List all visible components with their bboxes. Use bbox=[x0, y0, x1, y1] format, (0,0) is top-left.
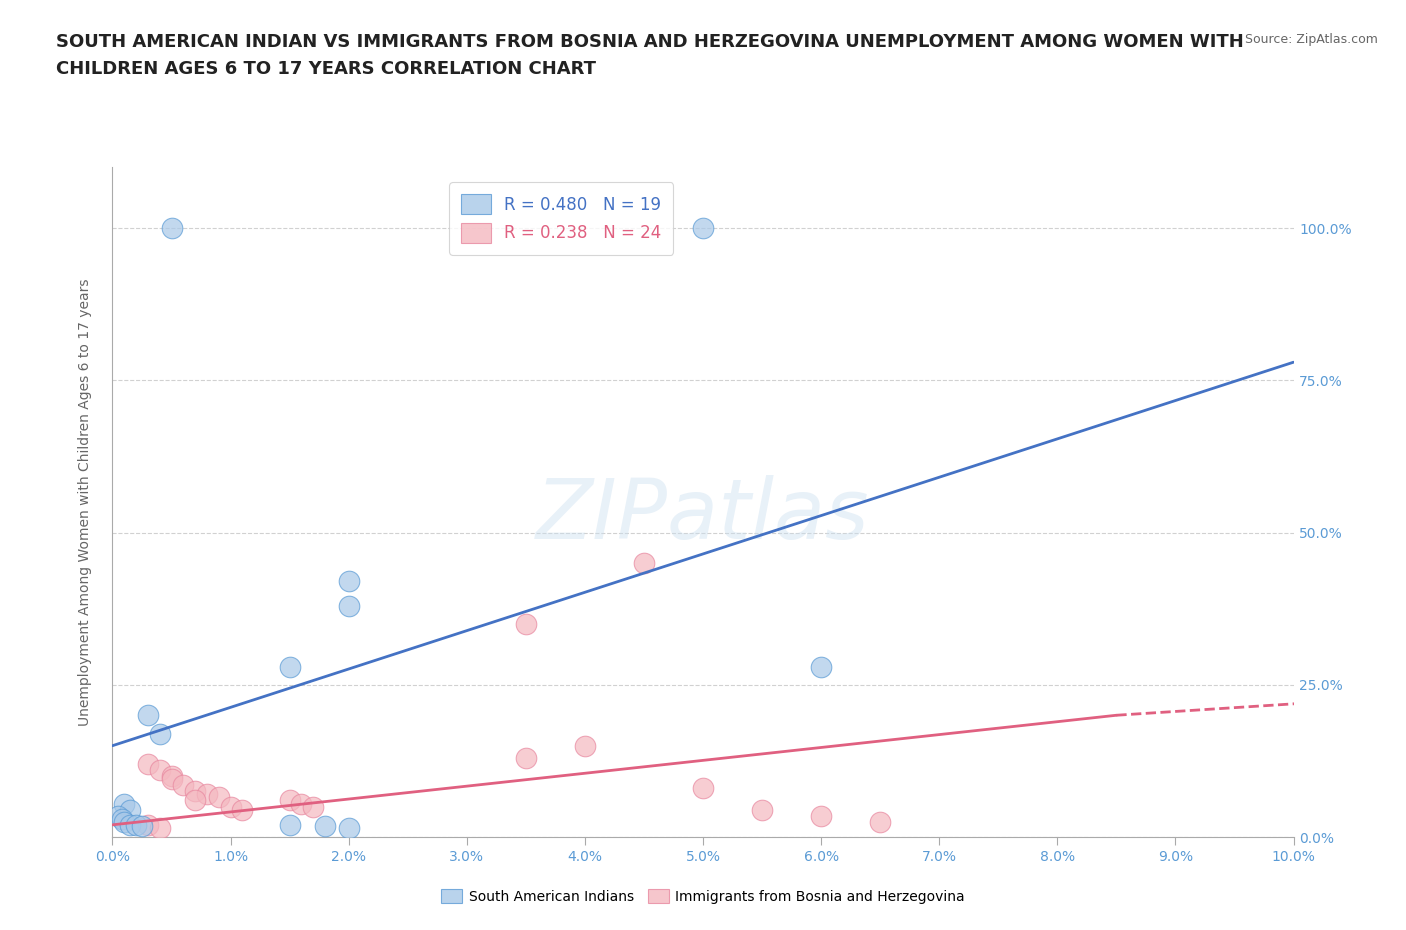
Point bbox=[278, 659, 301, 674]
Point bbox=[278, 817, 301, 832]
Point bbox=[337, 820, 360, 835]
Point bbox=[337, 598, 360, 613]
Point bbox=[314, 818, 336, 833]
Point bbox=[172, 777, 194, 792]
Point bbox=[120, 803, 142, 817]
Point bbox=[160, 772, 183, 787]
Text: Source: ZipAtlas.com: Source: ZipAtlas.com bbox=[1244, 33, 1378, 46]
Point bbox=[515, 617, 537, 631]
Point bbox=[120, 817, 142, 832]
Point bbox=[136, 708, 159, 723]
Legend: R = 0.480   N = 19, R = 0.238   N = 24: R = 0.480 N = 19, R = 0.238 N = 24 bbox=[450, 182, 673, 255]
Point bbox=[574, 738, 596, 753]
Text: ZIPatlas: ZIPatlas bbox=[536, 475, 870, 556]
Point bbox=[290, 796, 312, 811]
Point bbox=[692, 781, 714, 796]
Point bbox=[112, 796, 135, 811]
Text: CHILDREN AGES 6 TO 17 YEARS CORRELATION CHART: CHILDREN AGES 6 TO 17 YEARS CORRELATION … bbox=[56, 60, 596, 78]
Point bbox=[136, 756, 159, 771]
Point bbox=[107, 808, 129, 823]
Legend: South American Indians, Immigrants from Bosnia and Herzegovina: South American Indians, Immigrants from … bbox=[436, 884, 970, 910]
Point bbox=[195, 787, 218, 802]
Point bbox=[149, 820, 172, 835]
Point bbox=[751, 803, 773, 817]
Text: SOUTH AMERICAN INDIAN VS IMMIGRANTS FROM BOSNIA AND HERZEGOVINA UNEMPLOYMENT AMO: SOUTH AMERICAN INDIAN VS IMMIGRANTS FROM… bbox=[56, 33, 1244, 50]
Point bbox=[810, 808, 832, 823]
Point bbox=[149, 726, 172, 741]
Point bbox=[184, 793, 207, 808]
Point bbox=[149, 763, 172, 777]
Point bbox=[869, 815, 891, 830]
Point bbox=[112, 815, 135, 830]
Point bbox=[136, 817, 159, 832]
Point bbox=[111, 811, 134, 826]
Point bbox=[160, 220, 183, 235]
Y-axis label: Unemployment Among Women with Children Ages 6 to 17 years: Unemployment Among Women with Children A… bbox=[77, 278, 91, 726]
Point bbox=[125, 817, 148, 832]
Point bbox=[337, 574, 360, 589]
Point bbox=[160, 769, 183, 784]
Point bbox=[231, 803, 253, 817]
Point bbox=[302, 799, 325, 814]
Point bbox=[184, 784, 207, 799]
Point bbox=[131, 818, 153, 833]
Point bbox=[515, 751, 537, 765]
Point bbox=[219, 799, 242, 814]
Point bbox=[208, 790, 231, 804]
Point bbox=[810, 659, 832, 674]
Point bbox=[278, 793, 301, 808]
Point bbox=[633, 555, 655, 570]
Point bbox=[692, 220, 714, 235]
